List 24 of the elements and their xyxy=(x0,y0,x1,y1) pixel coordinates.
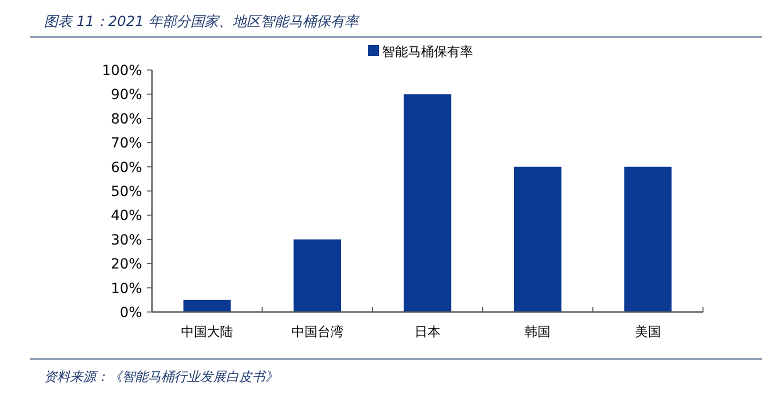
chart-title: 图表 11：2021 年部分国家、地区智能马桶保有率 xyxy=(44,14,360,30)
x-tick-label: 中国大陆 xyxy=(181,325,234,340)
bar xyxy=(514,166,562,312)
y-tick-label: 20% xyxy=(110,256,142,273)
y-tick-label: 60% xyxy=(110,160,142,176)
y-tick-label: 30% xyxy=(110,232,142,248)
y-tick-label: 70% xyxy=(110,136,142,152)
y-tick-label: 10% xyxy=(110,280,142,297)
text: 资料来源：《智能马桶行业发展白皮书》 xyxy=(44,370,278,385)
bar xyxy=(183,300,231,312)
y-tick-label: 50% xyxy=(110,184,142,200)
bar xyxy=(624,166,672,312)
x-tick-label: 美国 xyxy=(634,324,661,340)
y-tick-label: 80% xyxy=(110,111,142,128)
y-tick-label: 100% xyxy=(102,63,142,79)
x-tick-label: 日本 xyxy=(414,325,440,340)
x-tick-label: 中国台湾 xyxy=(291,324,344,340)
x-tick-label: 韩国 xyxy=(524,325,551,340)
bar xyxy=(294,239,341,312)
bar xyxy=(404,94,452,312)
y-tick-label: 40% xyxy=(110,208,142,224)
legend-label: 智能马桶保有率 xyxy=(382,44,473,60)
y-tick-label: 0% xyxy=(120,305,142,321)
y-tick-label: 90% xyxy=(110,87,142,104)
